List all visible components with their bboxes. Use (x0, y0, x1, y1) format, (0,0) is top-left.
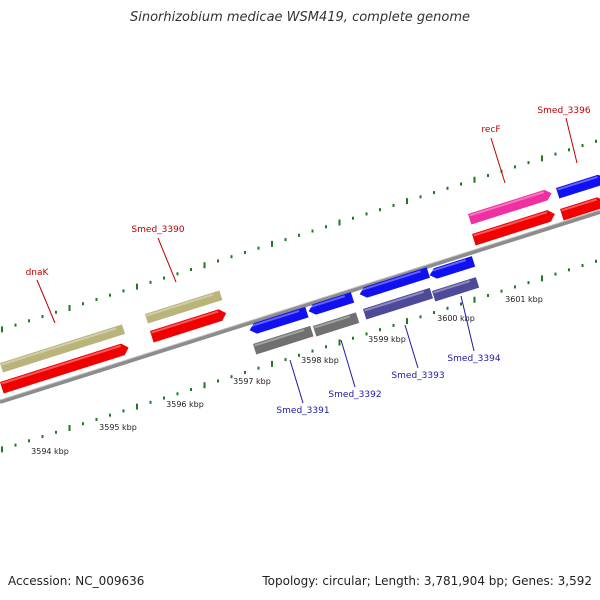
label-leader (36, 279, 56, 324)
map-title: Sinorhizobium medicae WSM419, complete g… (129, 10, 471, 25)
tick-label: 3597 kbp (233, 377, 271, 386)
gene-arrow-blue (359, 267, 430, 298)
gene-bar-gray (313, 312, 360, 337)
label-leader (460, 295, 475, 352)
gene-label: Smed_3391 (276, 406, 329, 416)
tick-label: 3601 kbp (505, 295, 543, 304)
gene-label: Smed_3390 (131, 225, 184, 235)
gene-arrow-red (150, 309, 227, 343)
gene-bar-olive (0, 324, 126, 373)
gene-arrow-blue (308, 292, 355, 315)
label-leader (404, 324, 419, 369)
gene-arrow-red (560, 197, 600, 221)
tick-label: 3598 kbp (301, 356, 339, 365)
gene-arrow-dnak (0, 343, 129, 394)
gene-bar-olive (145, 290, 223, 324)
genome-backbone-highlight (0, 209, 600, 401)
gene-bar-purple (363, 287, 434, 320)
gene-label: Smed_3392 (328, 390, 381, 400)
gene-arrow-blue (249, 306, 309, 334)
label-leader (157, 237, 177, 283)
gene-label: Smed_3396 (537, 106, 590, 116)
label-leader (340, 339, 356, 388)
gene-arrow-blue (556, 174, 600, 199)
tick-label: 3599 kbp (368, 335, 406, 344)
accession-text: Accession: NC_009636 (8, 574, 145, 588)
tick-label: 3596 kbp (166, 400, 204, 409)
tick-label: 3594 kbp (31, 447, 69, 456)
gene-label: recF (481, 125, 500, 135)
gene-arrow-recf (472, 210, 555, 246)
gene-label: Smed_3394 (447, 354, 500, 364)
gene-bar-gray (253, 325, 314, 355)
label-leader (289, 359, 304, 404)
summary-text: Topology: circular; Length: 3,781,904 bp… (262, 574, 592, 588)
label-leader (490, 137, 506, 184)
gene-arrow-blue (429, 256, 476, 279)
gene-bar-purple (432, 277, 480, 302)
label-leader (565, 117, 578, 164)
gene-label: dnaK (26, 268, 50, 278)
gene-label: Smed_3393 (391, 371, 444, 381)
tick-label: 3600 kbp (437, 314, 475, 323)
gene-arrow-pink (468, 189, 552, 225)
genome-backbone (0, 210, 600, 404)
tick-label: 3595 kbp (99, 423, 137, 432)
